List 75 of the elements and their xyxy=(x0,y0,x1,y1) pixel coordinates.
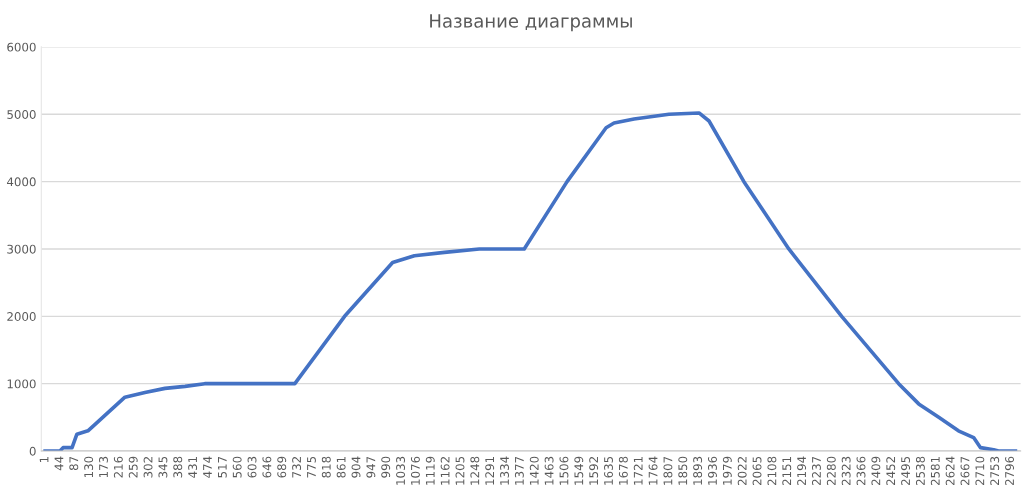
x-tick-label: 2710 xyxy=(975,456,985,486)
x-tick-label: 775 xyxy=(307,456,316,478)
x-tick-label: 947 xyxy=(366,456,376,478)
x-tick-label: 2624 xyxy=(945,456,955,486)
x-tick-label: 2323 xyxy=(841,456,851,486)
x-tick-label: 517 xyxy=(218,456,227,478)
x-tick-label: 87 xyxy=(69,456,79,471)
y-tick-label: 4000 xyxy=(6,177,36,187)
x-tick-label: 259 xyxy=(128,456,138,478)
y-tick-label: 1000 xyxy=(7,379,36,389)
x-tick-label: 2151 xyxy=(782,456,792,486)
x-tick-label: 1678 xyxy=(618,456,628,485)
x-tick-label: 2409 xyxy=(871,456,881,486)
x-tick-label: 1721 xyxy=(633,456,643,485)
x-tick-label: 1635 xyxy=(604,456,613,485)
y-tick-label: 5000 xyxy=(7,110,36,119)
x-tick-label: 818 xyxy=(321,456,331,478)
x-tick-label: 2065 xyxy=(752,456,762,486)
x-tick-label: 2108 xyxy=(767,456,777,486)
x-tick-label: 560 xyxy=(232,456,242,478)
x-tick-label: 1248 xyxy=(470,456,480,485)
x-tick-label: 173 xyxy=(99,456,108,478)
x-tick-label: 1033 xyxy=(396,456,406,485)
x-tick-label: 44 xyxy=(54,456,64,471)
x-tick-label: 1162 xyxy=(440,457,450,485)
x-tick-label: 1592 xyxy=(589,457,599,485)
y-tick-label: 0 xyxy=(29,446,36,456)
x-tick-label: 603 xyxy=(247,456,257,478)
x-tick-label: 2237 xyxy=(811,456,821,486)
x-tick-label: 1334 xyxy=(500,456,509,485)
x-tick-label: 646 xyxy=(262,456,272,478)
x-tick-label: 1463 xyxy=(544,456,554,485)
y-tick-label: 2000 xyxy=(7,312,36,321)
x-tick-label: 732 xyxy=(292,457,302,478)
y-tick-label: 6000 xyxy=(7,42,36,52)
x-tick-label: 216 xyxy=(113,456,123,478)
x-tick-label: 1979 xyxy=(722,456,732,485)
x-tick-label: 2796 xyxy=(1005,456,1015,486)
x-tick-label: 1807 xyxy=(663,456,673,485)
x-tick-label: 2495 xyxy=(901,456,911,486)
x-tick-label: 302 xyxy=(143,457,153,478)
x-tick-label: 345 xyxy=(158,456,168,478)
x-tick-label: 2280 xyxy=(826,456,836,486)
x-tick-label: 1076 xyxy=(410,456,420,485)
chart-title: Название диаграммы xyxy=(430,14,632,32)
x-tick-label: 2538 xyxy=(915,456,925,486)
x-tick-label: 1893 xyxy=(693,456,703,485)
x-tick-label: 1291 xyxy=(485,456,495,485)
x-tick-label: 861 xyxy=(336,456,346,478)
x-tick-label: 1850 xyxy=(678,456,688,485)
x-tick-label: 1936 xyxy=(708,456,717,485)
x-tick-label: 1205 xyxy=(455,456,465,485)
x-tick-label: 2366 xyxy=(856,456,866,486)
line-series xyxy=(43,111,1018,452)
x-tick-label: 990 xyxy=(381,456,391,478)
x-tick-label: 2194 xyxy=(797,456,807,486)
x-tick-label: 1377 xyxy=(514,456,524,485)
x-tick-label: 388 xyxy=(173,456,183,478)
x-tick-label: 2667 xyxy=(960,456,970,486)
x-tick-label: 130 xyxy=(84,456,94,478)
x-tick-label: 2753 xyxy=(990,456,1000,486)
x-tick-label: 1549 xyxy=(574,456,584,485)
x-tick-label: 2022 xyxy=(737,457,747,486)
x-tick-label: 1764 xyxy=(648,456,658,485)
x-tick-label: 1119 xyxy=(425,456,435,485)
x-tick-label: 474 xyxy=(203,456,212,478)
x-tick-label: 1 xyxy=(39,456,49,463)
x-tick-label: 904 xyxy=(351,456,361,478)
x-tick-label: 2452 xyxy=(886,457,896,486)
y-tick-label: 3000 xyxy=(7,244,36,254)
x-tick-label: 2581 xyxy=(930,456,940,486)
x-tick-label: 689 xyxy=(277,456,287,478)
x-tick-label: 1506 xyxy=(559,456,569,485)
x-tick-label: 1420 xyxy=(529,456,539,485)
x-tick-label: 431 xyxy=(188,456,198,478)
